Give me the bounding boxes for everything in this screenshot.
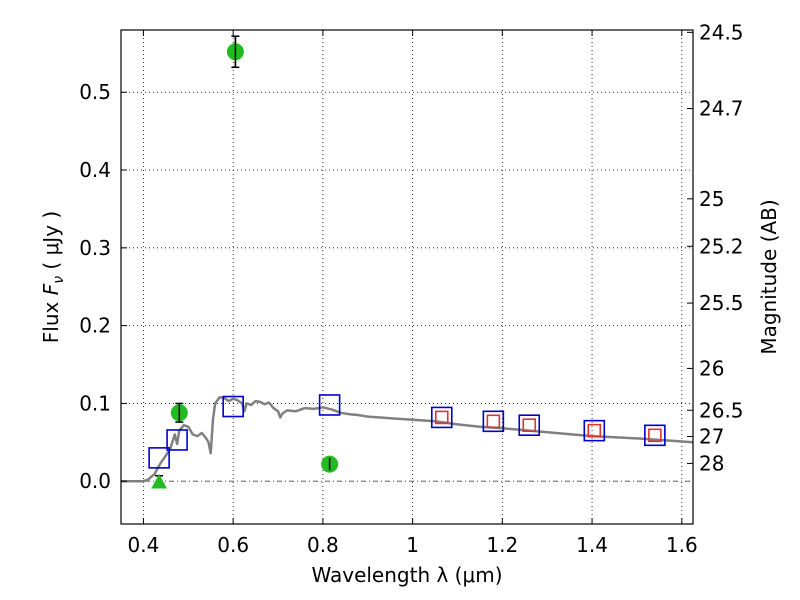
model-photometry-marker (222, 395, 244, 418)
model-photometry-marker (518, 414, 541, 437)
sed-model-line (121, 395, 694, 483)
x-tick-label: 1.2 (486, 533, 518, 557)
x-tick-label: 1.6 (666, 533, 698, 557)
y-tick-label: 0.5 (79, 80, 111, 104)
model-photometry-marker (434, 410, 449, 425)
model-photometry-marker (587, 423, 602, 438)
right-tick-label: 26.5 (699, 398, 744, 422)
right-tick-label: 26 (699, 356, 724, 380)
right-tick-label: 28 (699, 451, 724, 475)
x-tick-label: 1 (406, 533, 419, 557)
right-tick-label: 25 (699, 187, 724, 211)
x-axis-label: Wavelength λ (μm) (311, 563, 502, 587)
y-axis-label-suffix: ( μJy ) (39, 211, 63, 276)
grid (121, 30, 693, 524)
sed-model-layer (121, 395, 694, 483)
y-axis-label-prefix: Flux (39, 295, 63, 343)
right-tick-label: 27 (699, 424, 724, 448)
model-photometry-marker (166, 429, 188, 451)
right-tick-label: 25.2 (699, 234, 744, 258)
x-tick-label: 0.4 (128, 533, 160, 557)
x-tick-label: 1.4 (576, 533, 608, 557)
y-tick-label: 0.3 (79, 236, 111, 260)
right-tick-label: 25.5 (699, 291, 744, 315)
model-photometry-marker (318, 394, 341, 416)
model-photometry-marker (644, 424, 666, 447)
y-tick-label: 0.1 (79, 391, 111, 415)
model-photometry-marker (583, 419, 606, 442)
x-tick-label: 0.6 (217, 533, 249, 557)
model-photometry-marker (648, 428, 662, 443)
model-photometry-marker (486, 414, 501, 429)
model-photometry-marker (148, 447, 170, 469)
model-photometry-marker (430, 406, 453, 429)
plot-frame (120, 29, 694, 525)
right-axis-label: Magnitude (AB) (757, 199, 781, 354)
upper-limit-point (151, 473, 167, 489)
y-tick-label: 0.4 (79, 158, 111, 182)
ticks: 0.4 0.6 0.8 1 1.2 1.4 1.6 0.0 0.1 0.2 0.3 0.4 0.5 24.… (79, 20, 743, 557)
y-tick-label: 0.0 (79, 469, 111, 493)
model-photometry-marker (482, 410, 505, 433)
y-axis-label-symbol: F (39, 283, 63, 295)
model-photometry-marker (522, 418, 537, 433)
x-tick-label: 0.8 (307, 533, 339, 557)
y-axis-label-subscript: ν (51, 276, 67, 284)
y-tick-label: 0.2 (79, 314, 111, 338)
right-tick-label: 24.5 (699, 20, 744, 44)
right-tick-label: 24.7 (699, 97, 744, 121)
markers-layer (148, 35, 666, 489)
y-axis-label: Flux Fν ( μJy ) (39, 211, 67, 343)
